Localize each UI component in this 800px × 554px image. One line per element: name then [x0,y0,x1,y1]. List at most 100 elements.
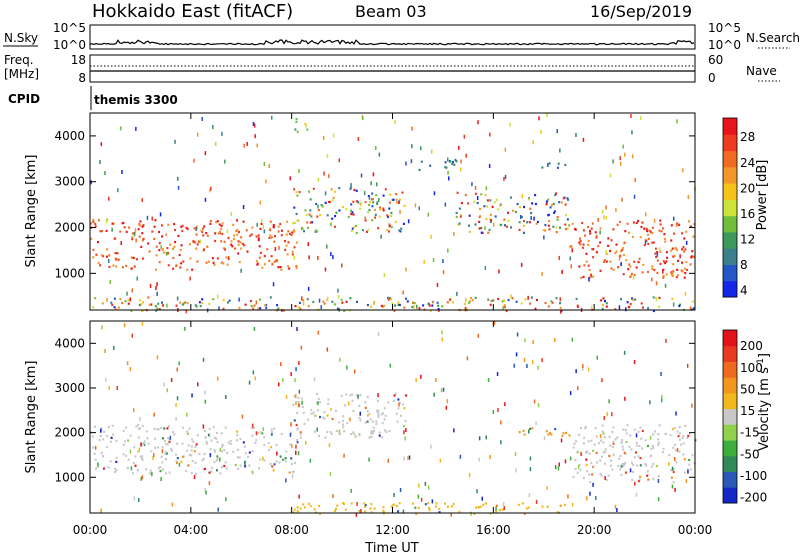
echo-cell [562,432,565,435]
colorbar-swatch [723,330,737,347]
echo-cell [141,198,143,203]
power-frame [89,112,696,311]
echo-cell [684,272,687,275]
echo-cell [560,201,563,204]
echo-cell [605,249,607,254]
echo-cell [112,222,115,225]
echo-cell [448,298,451,301]
echo-cell [148,250,151,253]
echo-cell [161,248,164,251]
echo-cell [261,432,264,435]
echo-cell [147,242,150,245]
freq-tick-bottom: 8 [78,71,86,85]
echo-cell [534,194,537,197]
echo-cell [109,279,111,284]
echo-cell [333,509,336,512]
echo-cell [441,305,444,308]
echo-cell [251,470,254,473]
echo-cell [417,506,420,509]
echo-cell [174,139,176,144]
echo-cell [504,402,506,407]
echo-cell [175,416,177,421]
echo-cell [561,434,564,437]
echo-cell [631,130,633,135]
colorbar-swatch [723,150,737,168]
echo-cell [340,298,343,301]
echo-cell [209,222,212,225]
echo-cell [227,441,230,444]
echo-cell [309,209,312,212]
echo-cell [209,453,212,458]
colorbar-swatch [723,455,737,472]
echo-cell [337,294,340,299]
echo-cell [279,455,282,458]
velocity-colorbar-label-main: Velocity [m s [757,367,772,451]
echo-cell [295,241,298,244]
echo-cell [148,303,151,306]
echo-cell [625,471,628,474]
echo-cell [488,228,491,231]
echo-cell [304,209,307,212]
echo-cell [249,234,252,237]
echo-cell [499,204,502,207]
echo-cell [203,452,206,456]
echo-cell [640,225,643,229]
echo-cell [545,200,548,203]
echo-cell [656,438,659,441]
echo-cell [682,442,685,445]
echo-cell [313,414,316,417]
echo-cell [544,224,547,227]
echo-cell [518,431,521,434]
echo-cell [583,264,586,267]
echo-cell [253,123,256,128]
echo-cell [153,237,156,240]
echo-cell [110,301,113,304]
echo-cell [161,461,164,464]
xaxis-label: Time UT [364,541,418,554]
echo-cell [658,229,661,232]
echo-cell [399,210,401,214]
echo-cell [272,223,275,227]
echo-cell [259,307,262,310]
echo-cell [594,427,597,430]
echo-cell [503,177,505,181]
echo-cell [622,247,624,250]
echo-cell [586,470,589,473]
echo-cell [551,301,554,304]
echo-cell [224,159,226,164]
echo-cell [559,297,561,302]
echo-cell [327,402,330,405]
echo-cell [316,215,319,218]
echo-cell [166,252,169,256]
echo-cell [188,453,191,456]
echo-cell [564,163,567,167]
echo-cell [654,252,657,255]
echo-cell [172,431,174,434]
echo-cell [295,266,298,270]
echo-cell [370,432,373,435]
echo-cell [547,198,550,201]
cpid-label: CPID [8,92,40,106]
echo-cell [197,382,199,387]
echo-cell [260,222,263,225]
echo-cell [371,198,374,201]
echo-cell [242,205,245,209]
echo-cell [400,414,402,417]
echo-cell [652,445,654,448]
echo-cell [397,407,400,410]
echo-cell [139,455,142,458]
echo-cell [92,220,95,223]
echo-cell [195,233,198,236]
echo-cell [221,444,224,447]
echo-cell [617,464,620,468]
echo-cell [394,304,396,307]
colorbar-tick-label: 50 [740,382,755,396]
echo-cell [612,268,615,271]
echo-cell [229,439,232,442]
echo-cell [131,288,133,293]
echo-cell [222,307,225,310]
echo-cell [90,180,92,185]
echo-cell [628,231,631,234]
echo-cell [128,226,131,229]
echo-cell [154,304,157,308]
